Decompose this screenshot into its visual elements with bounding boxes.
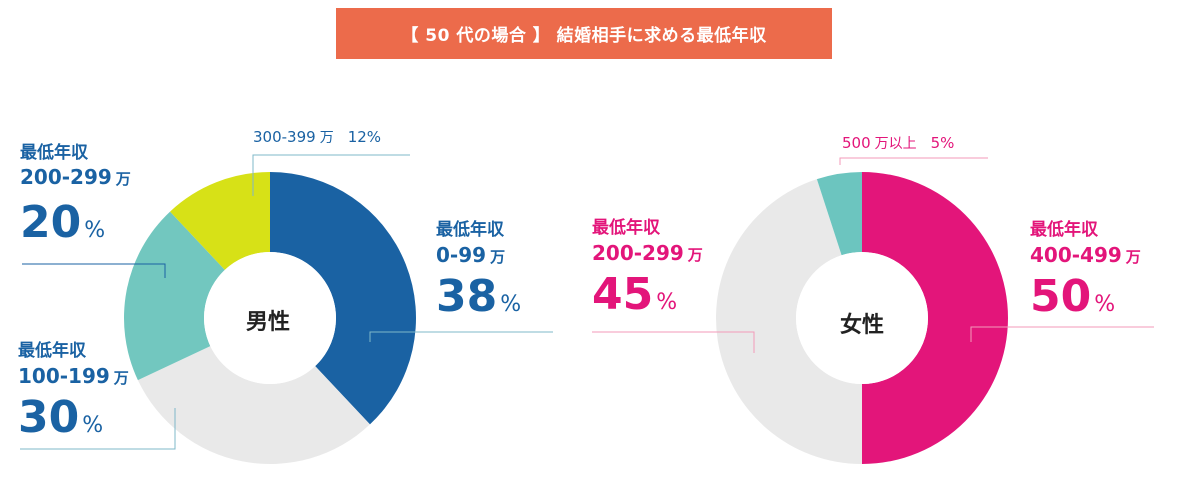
male-slice-0 (270, 172, 416, 425)
female-slice-1 (716, 179, 862, 464)
male-hole (204, 252, 336, 384)
male-slice-3 (170, 172, 270, 270)
female-center-label: 女性 (840, 313, 885, 338)
leader-line-male-100-199 (20, 408, 176, 450)
leader-line-female-500 (839, 157, 988, 165)
male-donut (124, 172, 416, 465)
male-slice-2 (124, 211, 225, 381)
female-hole (796, 252, 928, 384)
label-male-300-399: 300-399 万 12% (253, 128, 382, 146)
leader-line-female-200-299 (592, 331, 755, 353)
label-male-0-99: 最低年収 0-99 万 38% (436, 220, 522, 322)
male-center-label: 男性 (246, 310, 291, 335)
leader-line-female-400-499 (970, 326, 1154, 342)
label-female-500: 500 万以上 5% (842, 134, 955, 152)
label-female-400-499: 最低年収 400-499 万 50% (1030, 220, 1141, 322)
female-donut (716, 172, 1008, 464)
label-male-200-299: 最低年収 200-299 万 20% (20, 143, 131, 248)
label-male-100-199: 最低年収 100-199 万 30% (18, 341, 129, 443)
leader-line-male-200-299 (22, 263, 166, 278)
label-female-200-299: 最低年収 200-299 万 45% (592, 218, 703, 320)
leader-line-male-0-99 (369, 331, 553, 342)
chart-title: 【 50 代の場合 】 結婚相手に求める最低年収 (336, 8, 832, 59)
male-slice-1 (137, 346, 370, 465)
leader-line-male-300-399 (252, 154, 410, 196)
female-slice-2 (816, 172, 862, 256)
female-slice-0 (862, 172, 1008, 464)
